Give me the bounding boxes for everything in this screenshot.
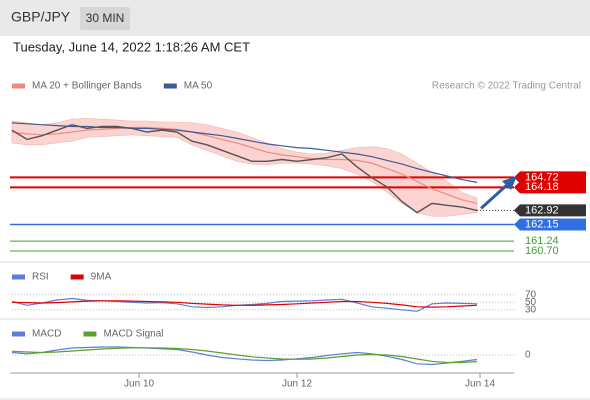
y-tick-label: 30 [525, 304, 537, 315]
legend-swatch [70, 274, 84, 280]
level-tag [514, 171, 586, 184]
credit: Research © 2022 Trading Central [432, 81, 581, 92]
y-tick-label: 0 [525, 350, 531, 361]
bollinger-band [11, 117, 478, 217]
level-tag [514, 218, 586, 231]
last-price-label: 162.92 [525, 204, 559, 216]
y-tick-label: 50 [525, 297, 537, 308]
x-tick-label: Jun 12 [282, 379, 312, 390]
series-line [11, 347, 478, 364]
series-line [11, 300, 478, 308]
legend-label: MA 50 [184, 81, 213, 92]
last-price-tag [514, 204, 586, 217]
level-label: 161.24 [525, 235, 559, 247]
legend-label: MA 20 + Bollinger Bands [32, 81, 142, 92]
forecast-arrow [480, 182, 510, 210]
y-tick-label: 70 [525, 289, 537, 300]
legend-swatch [83, 331, 97, 337]
x-tick-label: Jun 14 [465, 379, 495, 390]
x-tick-label: Jun 10 [124, 379, 154, 390]
legend-label: MACD Signal [103, 329, 163, 340]
series-line [11, 126, 478, 204]
series-line [11, 122, 478, 183]
timestamp: Tuesday, June 14, 2022 1:18:26 AM CET [13, 39, 250, 54]
interval-button[interactable] [80, 7, 130, 30]
level-label: 162.15 [525, 218, 559, 230]
level-label: 164.18 [525, 181, 559, 193]
level-label: 164.72 [525, 171, 559, 183]
forecast-arrowhead [502, 176, 517, 190]
legend-label: RSI [32, 272, 49, 283]
level-tag [514, 181, 586, 194]
level-label: 160.70 [525, 245, 559, 257]
legend-swatch [12, 331, 25, 337]
interval[interactable]: 30 MIN [86, 11, 125, 25]
legend-label: 9MA [91, 272, 112, 283]
series-line [11, 346, 478, 366]
price-line [11, 123, 478, 214]
legend-swatch [12, 83, 25, 89]
legend-label: MACD [32, 329, 61, 340]
legend-swatch [163, 83, 177, 89]
legend-swatch [12, 274, 25, 280]
symbol: GBP/JPY [11, 9, 71, 25]
